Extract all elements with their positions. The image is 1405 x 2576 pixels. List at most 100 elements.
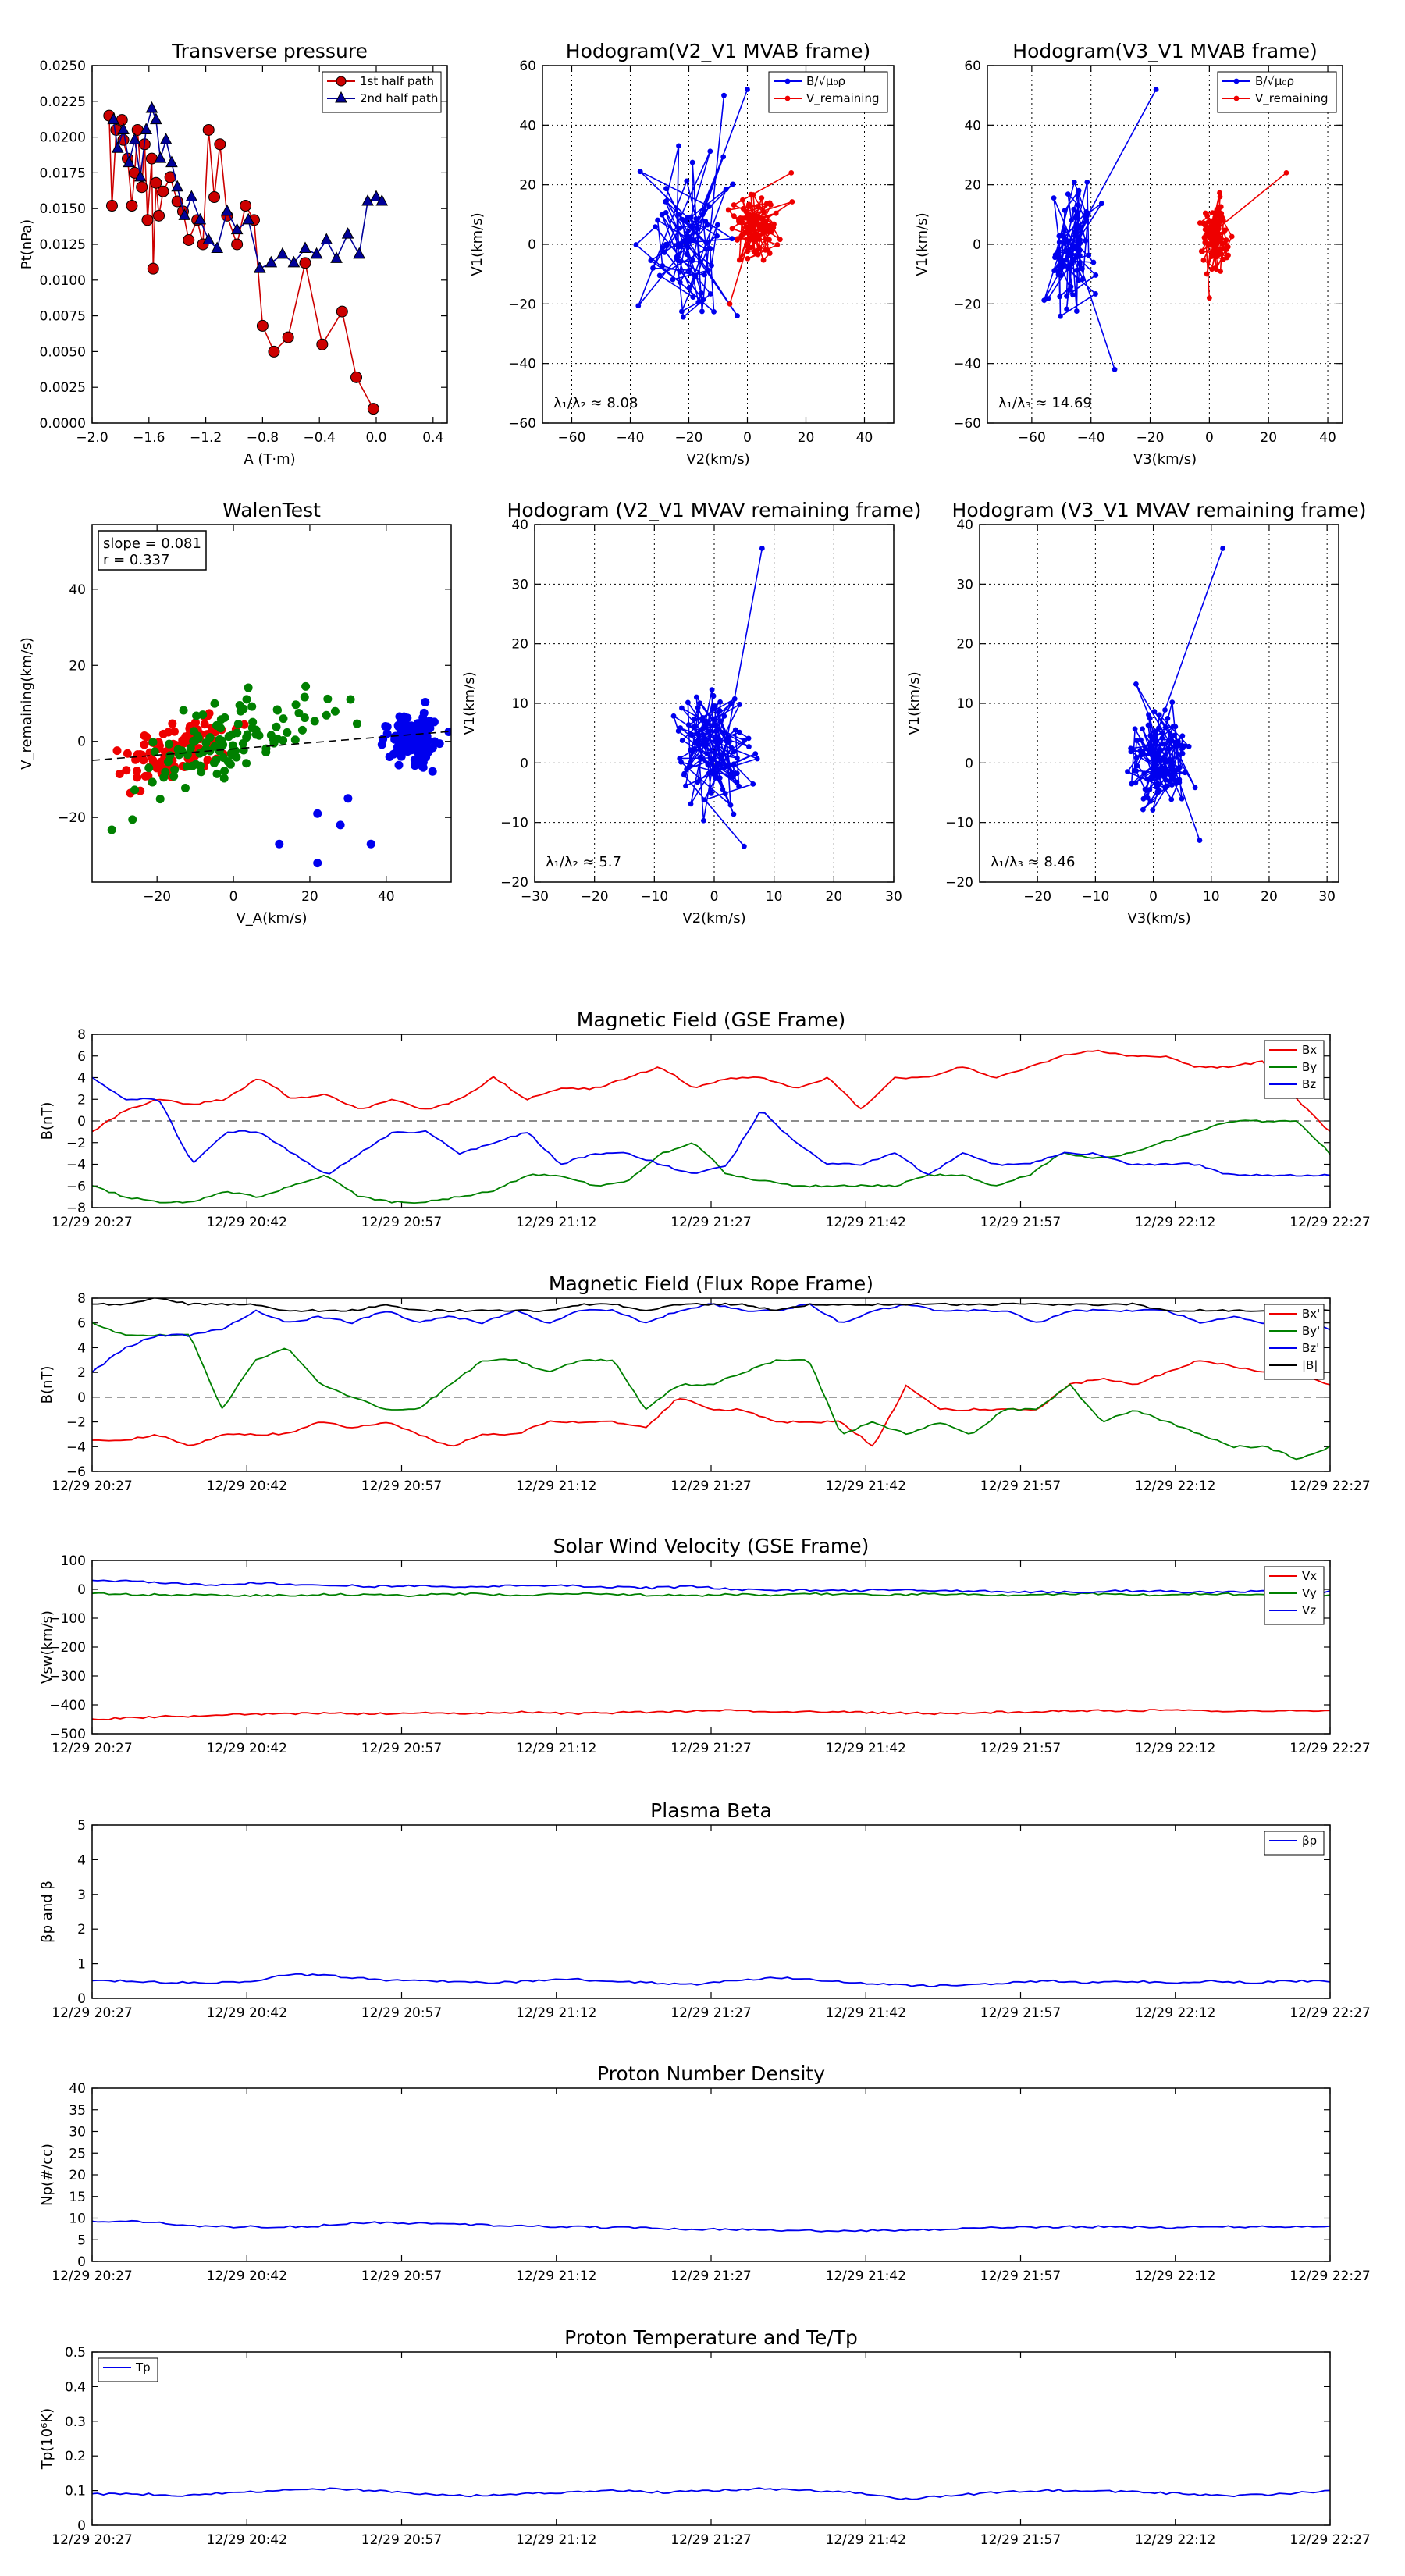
data-point	[299, 257, 311, 269]
data-point	[656, 272, 663, 279]
data-point	[1216, 222, 1222, 229]
data-point	[690, 258, 695, 263]
data-point	[313, 859, 322, 868]
data-point	[663, 198, 670, 205]
legend-box	[1217, 71, 1337, 113]
data-point	[283, 728, 292, 737]
data-point	[202, 233, 215, 245]
y-tick-label: 6	[77, 1049, 86, 1065]
data-point	[200, 720, 209, 729]
series-line	[92, 1303, 1330, 1373]
data-point	[1062, 208, 1068, 213]
data-point	[1150, 807, 1156, 813]
y-tick-label: 0.2	[65, 2449, 86, 2464]
data-point	[712, 722, 718, 728]
data-point	[1149, 752, 1155, 758]
data-point	[291, 700, 301, 710]
data-point	[370, 190, 382, 202]
data-point	[681, 772, 687, 778]
series-line	[92, 2219, 1330, 2233]
x-tick-label: 12/29 21:42	[826, 2268, 906, 2284]
x-tick-label: 40	[378, 889, 395, 905]
x-tick-label: 12/29 21:12	[516, 2532, 596, 2548]
data-point	[191, 760, 201, 769]
y-tick-label: 6	[77, 1316, 86, 1332]
data-point	[1165, 715, 1171, 721]
data-point	[1076, 252, 1083, 258]
data-point	[300, 713, 309, 723]
data-point	[230, 222, 244, 235]
data-point	[724, 762, 730, 768]
data-point	[169, 727, 179, 736]
data-point	[1214, 227, 1220, 233]
y-axis-label: V_remaining(km/s)	[19, 637, 35, 770]
data-point	[676, 143, 681, 149]
data-point	[729, 226, 735, 232]
data-point	[1077, 261, 1083, 267]
y-axis-label: B(nT)	[39, 1102, 55, 1140]
data-point	[741, 843, 747, 849]
chart-ts_bfr: 12/29 20:27 12/29 20:42 12/29 20:57 12/29 2…	[39, 1272, 1371, 1494]
data-point	[728, 745, 735, 751]
data-point	[268, 345, 280, 358]
data-point	[736, 783, 742, 789]
x-tick-label: 20	[1261, 889, 1278, 905]
plot-area	[1041, 87, 1289, 372]
data-point	[1213, 266, 1219, 272]
data-point	[1218, 269, 1224, 274]
y-tick-label: 0.3	[65, 2414, 86, 2430]
data-point	[1222, 240, 1228, 246]
legend-box	[1264, 1831, 1325, 1856]
data-point	[242, 733, 251, 742]
data-point	[695, 779, 701, 785]
data-point	[1140, 806, 1146, 813]
data-point	[180, 783, 190, 792]
y-axis-label: B(nT)	[39, 1366, 55, 1404]
data-point	[737, 702, 743, 707]
data-point	[1070, 258, 1076, 264]
eigen-ratio-annotation: λ₁/λ₃ ≈ 14.69	[998, 395, 1092, 411]
data-point	[757, 245, 763, 251]
data-point	[750, 781, 756, 787]
data-point	[179, 706, 188, 715]
y-tick-label: 40	[511, 518, 528, 533]
data-point	[148, 756, 158, 765]
x-tick-label: 12/29 21:57	[980, 2532, 1061, 2548]
data-point	[382, 729, 392, 738]
data-point	[720, 154, 727, 160]
y-tick-label: 0.0025	[40, 380, 86, 396]
y-tick-label: −40	[508, 357, 536, 372]
axes-frame	[987, 65, 1343, 424]
data-point	[240, 200, 252, 212]
data-point	[727, 301, 733, 307]
data-point	[701, 207, 707, 213]
data-point	[722, 791, 728, 797]
data-point	[723, 187, 729, 193]
data-point	[1233, 78, 1240, 84]
data-point	[407, 742, 417, 752]
data-point	[1158, 765, 1165, 771]
data-point	[190, 718, 200, 728]
legend-label: V_remaining	[806, 91, 880, 106]
data-point	[711, 308, 717, 315]
data-point	[133, 773, 142, 782]
data-point	[266, 731, 276, 740]
data-point	[1165, 771, 1172, 777]
data-point	[247, 702, 257, 711]
x-tick-label: 12/29 21:42	[826, 2005, 906, 2021]
data-point	[732, 727, 738, 733]
legend-label: B/√μ₀ρ	[1255, 74, 1294, 88]
x-tick-label: 20	[826, 889, 843, 905]
x-tick-label: 20	[1260, 430, 1277, 446]
plot-area	[103, 101, 389, 415]
data-point	[736, 218, 742, 224]
data-point	[677, 225, 683, 231]
data-point	[677, 269, 683, 275]
x-tick-label: 12/29 20:42	[207, 1478, 287, 1494]
x-tick-label: 40	[1319, 430, 1336, 446]
x-axis-label: V3(km/s)	[1127, 910, 1190, 927]
data-point	[767, 222, 772, 229]
data-point	[686, 267, 692, 273]
data-point	[1076, 187, 1082, 194]
